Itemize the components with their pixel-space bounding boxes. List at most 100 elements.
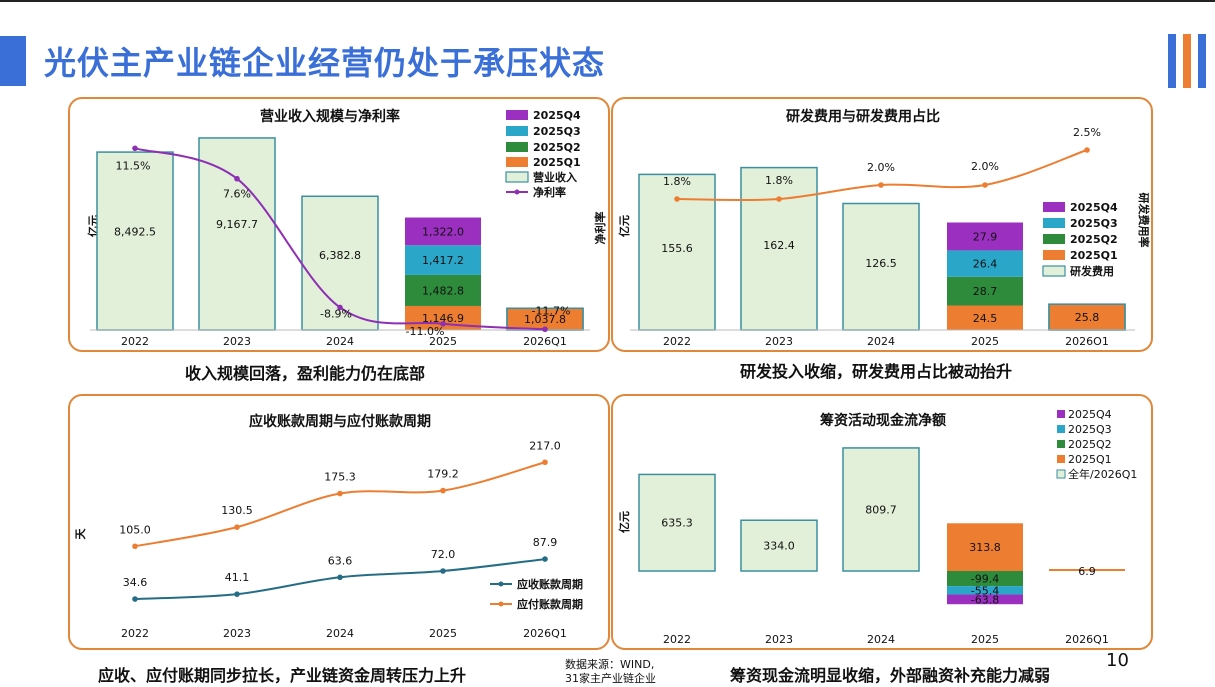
- caption-revenue: 收入规模回落，盈利能力仍在底部: [185, 364, 426, 383]
- data-source: 数据来源：WIND, 31家主产业链企业: [565, 658, 656, 686]
- payables-point-label: 179.2: [427, 468, 459, 481]
- revenue-legend-q1-swatch: [506, 157, 528, 167]
- payables-tick-label: 2023: [223, 627, 251, 640]
- revenue-line-label: -11.7%: [532, 304, 571, 317]
- rnd-total-label: 162.4: [763, 239, 795, 252]
- payables-tick-label: 2025: [429, 627, 457, 640]
- revenue-line-point: [234, 175, 240, 182]
- financing-legend-q2-label: 2025Q2: [1068, 438, 1112, 451]
- rnd-y2label: 研发费用率: [1137, 193, 1151, 248]
- source-line-1: 数据来源：WIND,: [565, 658, 655, 671]
- revenue-line-label: 11.5%: [116, 159, 151, 172]
- financing-total-label: 809.7: [865, 503, 897, 516]
- revenue-line-point: [542, 326, 548, 333]
- revenue-tick-label: 2025: [429, 335, 457, 348]
- rnd-legend-q1-swatch: [1043, 250, 1065, 260]
- revenue-stack-label: 1,322.0: [422, 225, 464, 238]
- payables-point: [234, 591, 240, 597]
- rnd-line-label: 2.0%: [867, 161, 895, 174]
- payables-point: [542, 556, 548, 562]
- deco-bar-blue-2: [1198, 34, 1206, 88]
- revenue-line-label: 7.6%: [223, 188, 251, 201]
- financing-legend-q3-swatch: [1057, 425, 1065, 433]
- rnd-legend-q1-label: 2025Q1: [1070, 249, 1118, 262]
- revenue-total-label: 9,167.7: [216, 218, 258, 231]
- payables-point-label: 41.1: [225, 571, 250, 584]
- payables-point-label: 87.9: [533, 536, 558, 549]
- revenue-stack-2025Q4: [405, 217, 481, 246]
- revenue-tick-label: 2022: [121, 335, 149, 348]
- revenue-total-label: 6,382.8: [319, 249, 361, 262]
- payables-point-label: 72.0: [431, 548, 456, 561]
- rnd-legend-q4-swatch: [1043, 202, 1065, 212]
- revenue-legend-q2-label: 2025Q2: [533, 141, 581, 154]
- rnd-total-label: 126.5: [865, 257, 897, 270]
- revenue-total-label: 1,037.8: [524, 313, 566, 326]
- rnd-title: 研发费用与研发费用占比: [786, 108, 940, 125]
- rnd-tick-label: 2025: [971, 335, 999, 348]
- revenue-stack-label: 1,482.8: [422, 284, 464, 297]
- financing-bar: [740, 519, 818, 572]
- rnd-line-point: [674, 196, 680, 202]
- revenue-tick-label: 2026Q1: [523, 335, 567, 348]
- rnd-stack-label: 26.4: [973, 258, 998, 271]
- rnd-line-series: [676, 149, 1088, 202]
- revenue-bar: [96, 151, 174, 331]
- financing-tick-label: 2022: [663, 633, 691, 646]
- rnd-legend-q3-swatch: [1043, 218, 1065, 228]
- deco-bar-orange: [1183, 34, 1191, 88]
- rnd-legend-q2-swatch: [1043, 234, 1065, 244]
- page-title: 光伏主产业链企业经营仍处于承压状态: [44, 44, 606, 82]
- financing-stack-2025Q1: [947, 523, 1023, 571]
- rnd-legend-q3-label: 2025Q3: [1070, 217, 1118, 230]
- rnd-stack-2025Q1: [947, 305, 1023, 330]
- revenue-line-point: [132, 145, 138, 152]
- rnd-tick-label: 2024: [867, 335, 895, 348]
- financing-total-label: 6.9: [1078, 565, 1096, 578]
- rnd-line-point: [982, 182, 988, 188]
- payables-legend-receivable-marker: [498, 581, 504, 587]
- rnd-line-point: [776, 196, 782, 202]
- revenue-line-point: [337, 304, 343, 311]
- revenue-legend-q4-swatch: [506, 110, 528, 120]
- rnd-stack-label: 27.9: [973, 230, 998, 243]
- rnd-legend-total-swatch: [1042, 265, 1066, 277]
- rnd-tick-label: 2026O1: [1065, 335, 1109, 348]
- payables-point: [440, 487, 446, 494]
- rnd-stack-label: 28.7: [973, 285, 998, 298]
- rnd-stack-2025Q3: [947, 250, 1023, 277]
- financing-ylabel: 亿元: [617, 511, 631, 533]
- payables-legend-receivable-label: 应收账款周期: [517, 577, 583, 591]
- financing-stack-2025Q3: [947, 586, 1023, 595]
- rnd-line-label: 2.0%: [971, 160, 999, 173]
- payables-point-label: 34.6: [123, 576, 148, 589]
- revenue-legend-q3-label: 2025Q3: [533, 125, 581, 138]
- payables-legend-payable-marker: [498, 601, 504, 607]
- caption-payables: 应收、应付账期同步拉长，产业链资金周转压力上升: [98, 666, 467, 685]
- revenue-legend-q1-label: 2025Q1: [533, 156, 581, 169]
- rnd-legend-q2-label: 2025Q2: [1070, 233, 1118, 246]
- revenue-legend-total-swatch: [505, 171, 529, 183]
- rnd-bar-latest: [1048, 303, 1126, 331]
- revenue-line-point: [440, 321, 446, 327]
- revenue-stack-label: 1,146.9: [422, 312, 464, 325]
- revenue-line-label: -8.9%: [320, 307, 352, 320]
- rnd-stack-label: 24.5: [973, 312, 998, 325]
- financing-tick-label: 2023: [765, 633, 793, 646]
- title-accent-bar: [0, 36, 26, 86]
- financing-legend-total-swatch: [1056, 469, 1066, 479]
- payables-legend-payable-label: 应付账款周期: [517, 597, 583, 611]
- payables-point-label: 217.0: [529, 439, 561, 452]
- rnd-line-label: 1.8%: [663, 175, 691, 188]
- financing-stack-label: 313.8: [969, 541, 1001, 554]
- rnd-line-point: [878, 182, 884, 188]
- revenue-legend-q3-swatch: [506, 126, 528, 136]
- financing-legend-q4-swatch: [1057, 410, 1065, 418]
- rnd-stack-2025Q2: [947, 276, 1023, 306]
- payables-point: [132, 543, 138, 550]
- panel-rnd: [611, 97, 1153, 352]
- rnd-tick-label: 2023: [765, 335, 793, 348]
- payables-point-label: 63.6: [328, 554, 353, 567]
- revenue-tick-label: 2023: [223, 335, 251, 348]
- financing-total-label: 635.3: [661, 517, 693, 530]
